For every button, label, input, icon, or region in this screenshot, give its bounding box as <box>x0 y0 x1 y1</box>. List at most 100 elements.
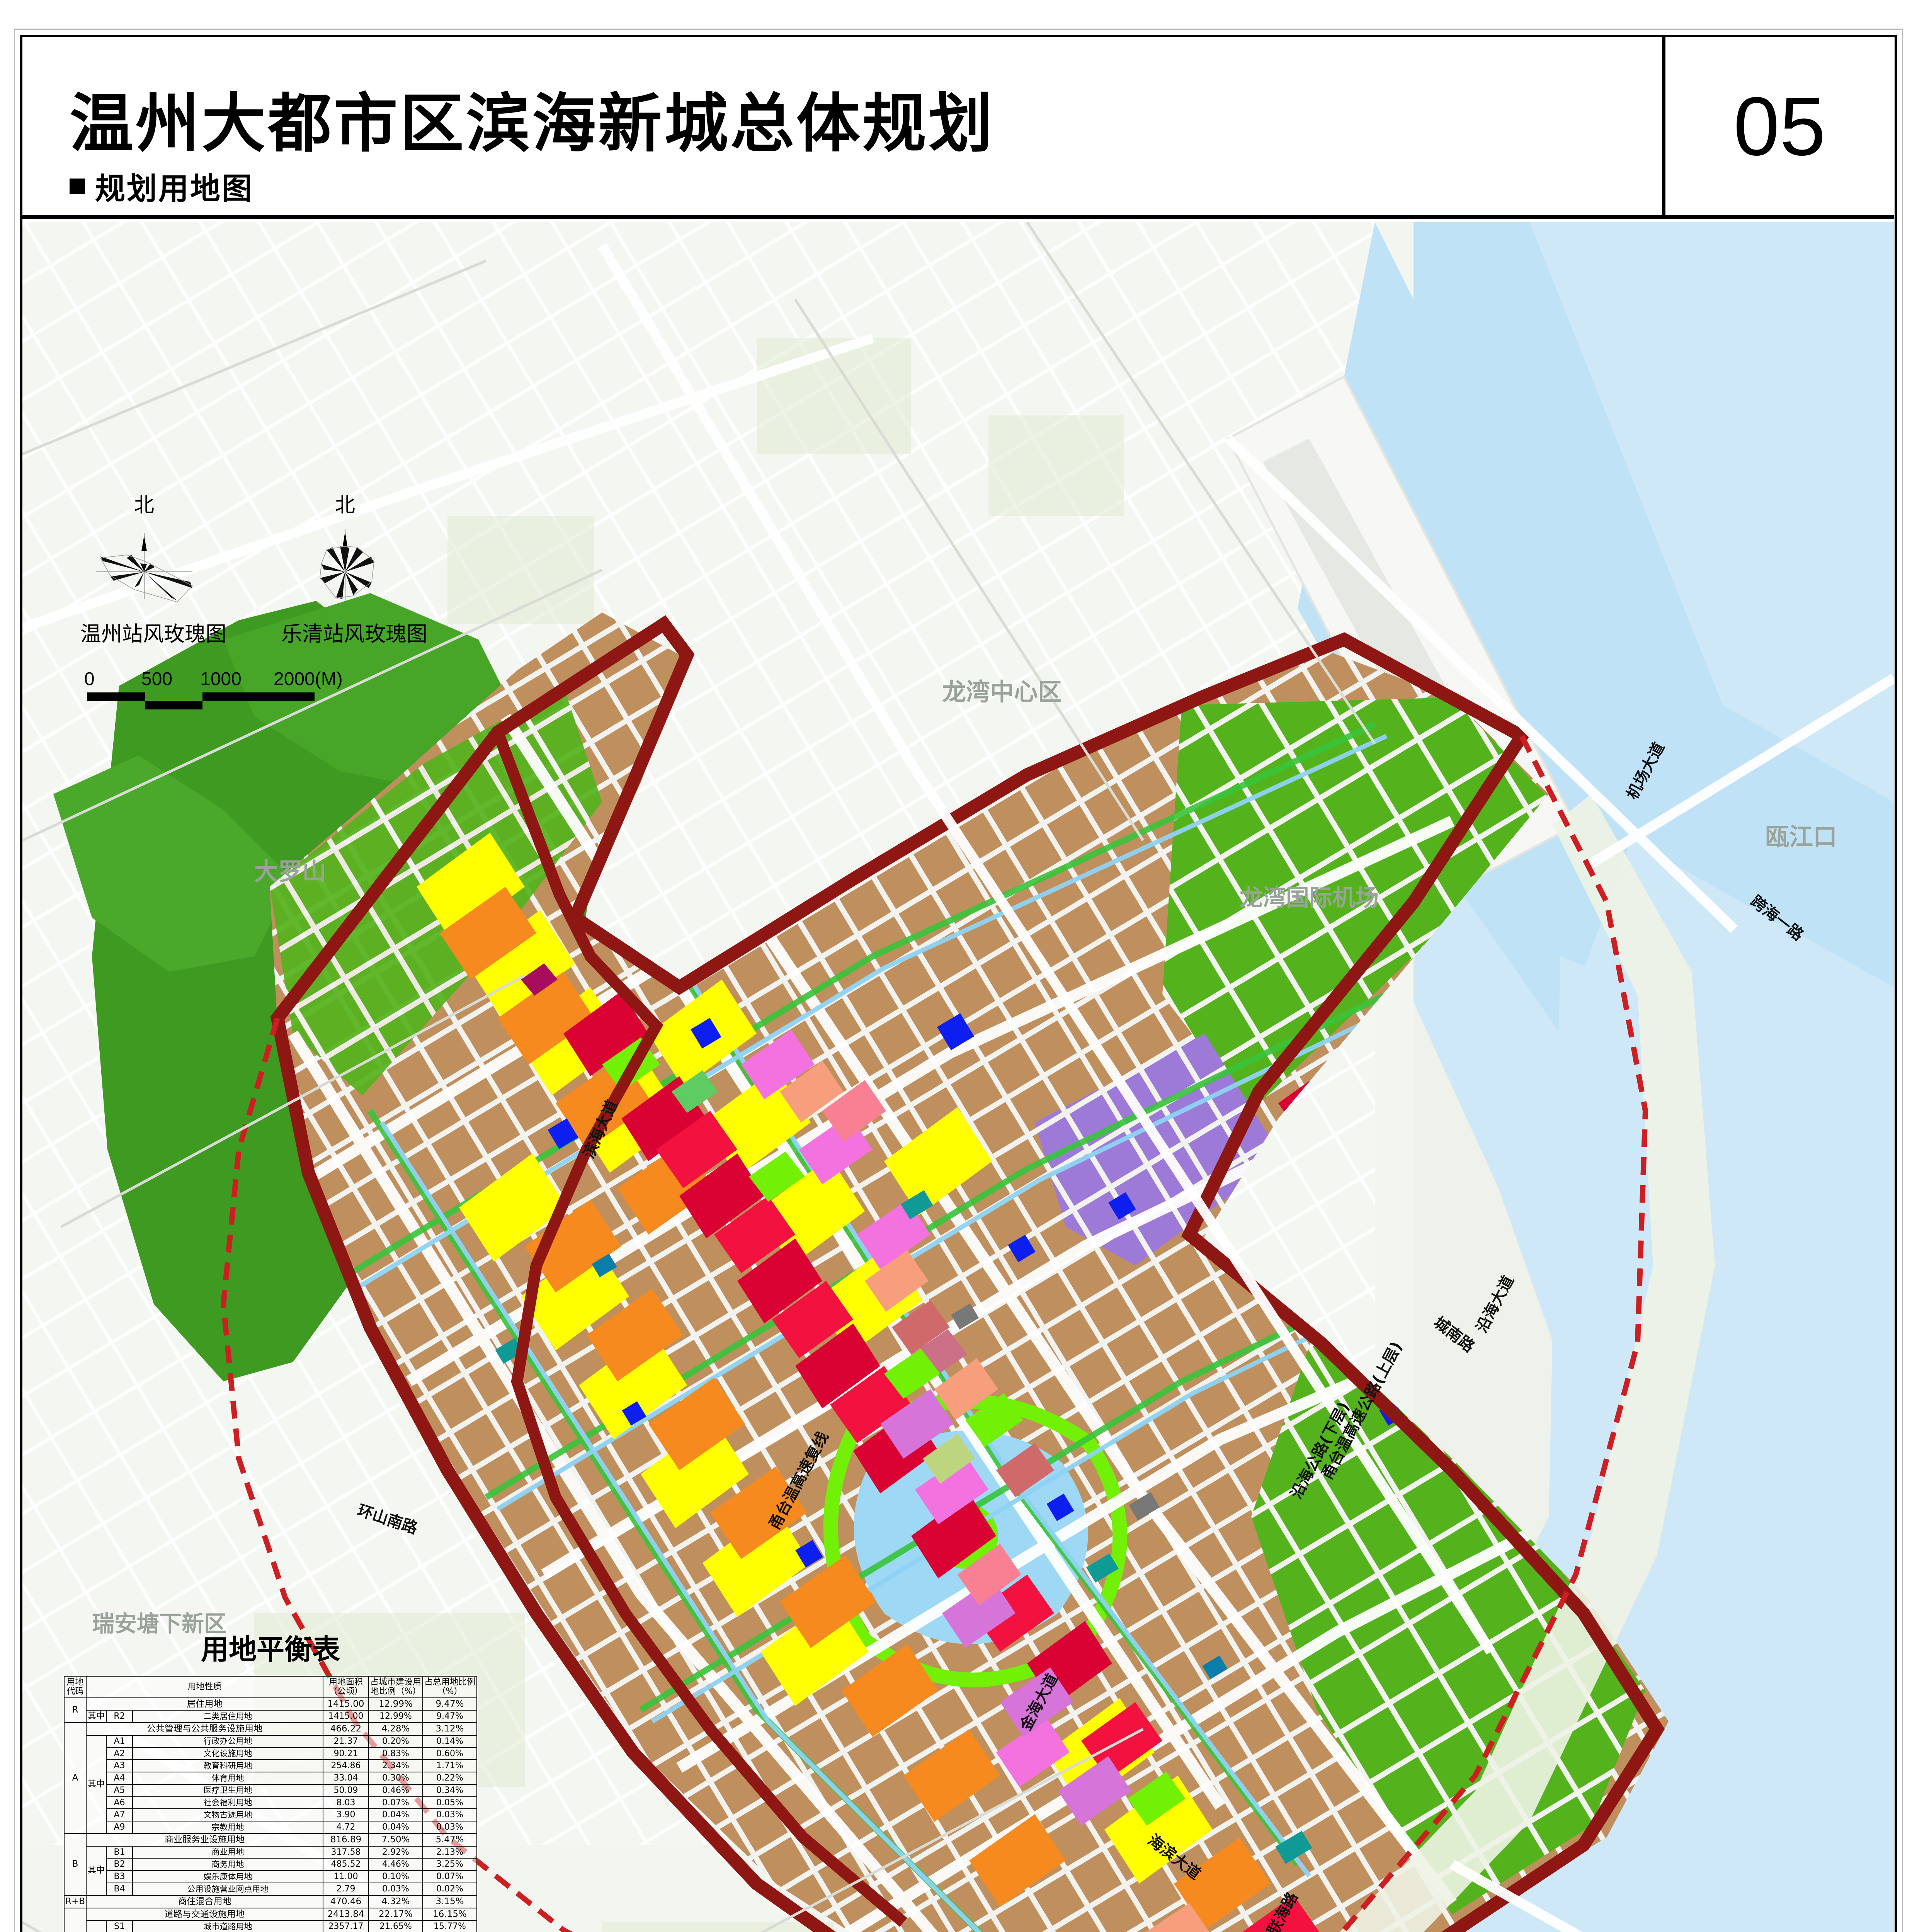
cell-area: 11.00 <box>323 1870 369 1883</box>
square-bullet-icon <box>70 179 85 194</box>
cell-subcode: S1 <box>106 1920 133 1932</box>
cell-name: 娱乐康体用地 <box>132 1870 323 1883</box>
cell-pct-build: 0.30% <box>368 1772 423 1785</box>
col-nature: 用地性质 <box>86 1676 323 1698</box>
cell-qizhong: 其中 <box>86 1735 107 1834</box>
table-row: 其中 R2 二类居住用地 1415.00 12.99% 9.47% <box>64 1710 477 1723</box>
cell-name: 公共管理与公共服务设施用地 <box>86 1722 323 1736</box>
cell-name: 二类居住用地 <box>132 1710 323 1723</box>
cell-subcode: A6 <box>106 1796 133 1810</box>
table-row: A2 文化设施用地 90.21 0.83% 0.60% <box>64 1747 477 1760</box>
coast-fringe <box>1340 794 1715 1932</box>
cell-subcode: A5 <box>106 1784 133 1797</box>
cell-name: 文物古迹用地 <box>132 1808 323 1822</box>
cell-pct-total: 1.71% <box>422 1759 477 1773</box>
scale-bar-graphic <box>84 692 355 709</box>
table-row: B2 商务用地 485.52 4.46% 3.25% <box>64 1858 477 1871</box>
table-row: R+B 商住混合用地 470.46 4.32% 3.15% <box>63 1895 477 1908</box>
cell-name: 商业用地 <box>132 1845 323 1859</box>
table-row: A6 社会福利用地 8.03 0.07% 0.05% <box>64 1796 477 1810</box>
cell-pct-build: 2.92% <box>368 1845 423 1859</box>
cell-area: 21.37 <box>323 1735 369 1748</box>
cell-area: 4.72 <box>323 1821 369 1834</box>
cell-area: 1415.00 <box>323 1710 369 1723</box>
cell-pct-build: 0.83% <box>368 1747 423 1760</box>
cell-pct-build: 0.04% <box>368 1821 423 1834</box>
cell-subcode: A1 <box>106 1735 133 1748</box>
cell-pct-total: 3.12% <box>422 1722 477 1736</box>
cell-area: 8.03 <box>323 1796 369 1810</box>
cell-pct-build: 4.46% <box>368 1858 423 1871</box>
wind-rose-yueqing: 北 <box>281 489 427 647</box>
cell-qizhong: 其中 <box>86 1845 107 1896</box>
cell-pct-build: 21.65% <box>368 1920 423 1932</box>
cell-pct-build: 0.04% <box>368 1808 423 1822</box>
cell-subcode: A3 <box>106 1759 133 1773</box>
page-subtitle: 规划用地图 <box>95 172 254 206</box>
col-code: 用地代码 <box>63 1676 87 1698</box>
table-row: B4 公用设施营业网点用地 2.79 0.03% 0.02% <box>64 1882 477 1896</box>
wind-rose-caption: 乐清站风玫瑰图 <box>281 622 427 646</box>
cell-group-code: B <box>63 1833 87 1896</box>
map-label-1: 龙湾国际机场 <box>1240 884 1379 912</box>
cell-pct-total: 0.03% <box>422 1808 477 1822</box>
land-use-map[interactable]: 龙湾中心区 龙湾国际机场 大罗山 瑞安塘下新区 瓯江口 东海 机场大道跨海一路沿… <box>22 222 1894 1932</box>
cell-group-code: R <box>63 1697 87 1723</box>
table-row: 其中 A1 行政办公用地 21.37 0.20% 0.14% <box>64 1735 477 1834</box>
table-row: B 商业服务业设施用地 816.89 7.50% 5.47% <box>63 1833 477 1896</box>
col-area: 用地面积（公顷） <box>323 1676 369 1698</box>
table-row: A3 教育科研用地 254.86 2.34% 1.71% <box>64 1759 477 1773</box>
cell-name: 宗教用地 <box>132 1821 323 1834</box>
page-number: 05 <box>1733 79 1826 173</box>
parcels <box>417 833 1584 1932</box>
table-row: A9 宗教用地 4.72 0.04% 0.03% <box>64 1821 477 1834</box>
cell-name: 教育科研用地 <box>132 1759 323 1773</box>
cell-area: 33.04 <box>323 1772 369 1785</box>
cell-pct-total: 9.47% <box>422 1710 477 1723</box>
cell-area: 90.21 <box>323 1747 369 1760</box>
cell-pct-total: 5.47% <box>422 1833 477 1847</box>
map-label-3: 瑞安塘下新区 <box>92 1611 227 1637</box>
cell-pct-total: 0.03% <box>422 1821 477 1834</box>
cell-subcode: B2 <box>106 1858 133 1871</box>
table-header-row: 用地代码 用地性质 用地面积（公顷） 占城市建设用地比例（%） 占总用地比例（%… <box>63 1676 477 1698</box>
wind-rose-diagram-wenzhou <box>96 533 193 602</box>
cell-subcode: R2 <box>106 1710 133 1723</box>
cell-pct-total: 0.60% <box>422 1747 477 1760</box>
subtitle-row: 规划用地图 <box>70 165 253 208</box>
scale-tick-3: 2000(M) <box>274 669 343 689</box>
map-graphic <box>22 222 1894 1932</box>
map-label-4: 瓯江口 <box>1765 823 1837 851</box>
cell-subcode: B1 <box>106 1845 133 1859</box>
cell-pct-total: 0.05% <box>422 1796 477 1810</box>
cell-subcode: B4 <box>106 1882 133 1896</box>
cell-subcode: A2 <box>106 1747 133 1760</box>
cell-name: 公用设施营业网点用地 <box>132 1882 323 1896</box>
scale-tick-2: 1000 <box>200 669 242 689</box>
cell-group-code: R+B <box>63 1895 87 1908</box>
cell-qizhong: 其中 <box>86 1710 107 1723</box>
cell-name: 文化设施用地 <box>132 1747 323 1760</box>
col-pct-total: 占总用地比例（%） <box>422 1676 477 1698</box>
page-title: 温州大都市区滨海新城总体规划 <box>70 87 995 161</box>
planning-boundary-main <box>270 615 1665 1932</box>
cell-name: 体育用地 <box>132 1772 323 1785</box>
sheet-outer-hairline <box>14 29 1903 1932</box>
cell-pct-total: 2.13% <box>422 1845 477 1859</box>
cell-name: 商业服务业设施用地 <box>86 1833 323 1847</box>
table-row: A7 文物古迹用地 3.90 0.04% 0.03% <box>64 1808 477 1822</box>
wind-rose-wenzhou: 北 <box>80 489 226 647</box>
cell-pct-build: 0.07% <box>368 1796 423 1810</box>
cell-area: 3.90 <box>323 1808 369 1822</box>
cell-area: 1415.00 <box>323 1697 369 1711</box>
cell-pct-build: 12.99% <box>368 1710 423 1723</box>
table-row: A5 医疗卫生用地 50.09 0.46% 0.34% <box>64 1784 477 1797</box>
cell-area: 470.46 <box>323 1895 369 1908</box>
title-band: 温州大都市区滨海新城总体规划 规划用地图 <box>22 37 1662 219</box>
cell-pct-total: 0.02% <box>422 1882 477 1896</box>
cell-area: 485.52 <box>323 1858 369 1871</box>
cell-subcode: A7 <box>106 1808 133 1822</box>
